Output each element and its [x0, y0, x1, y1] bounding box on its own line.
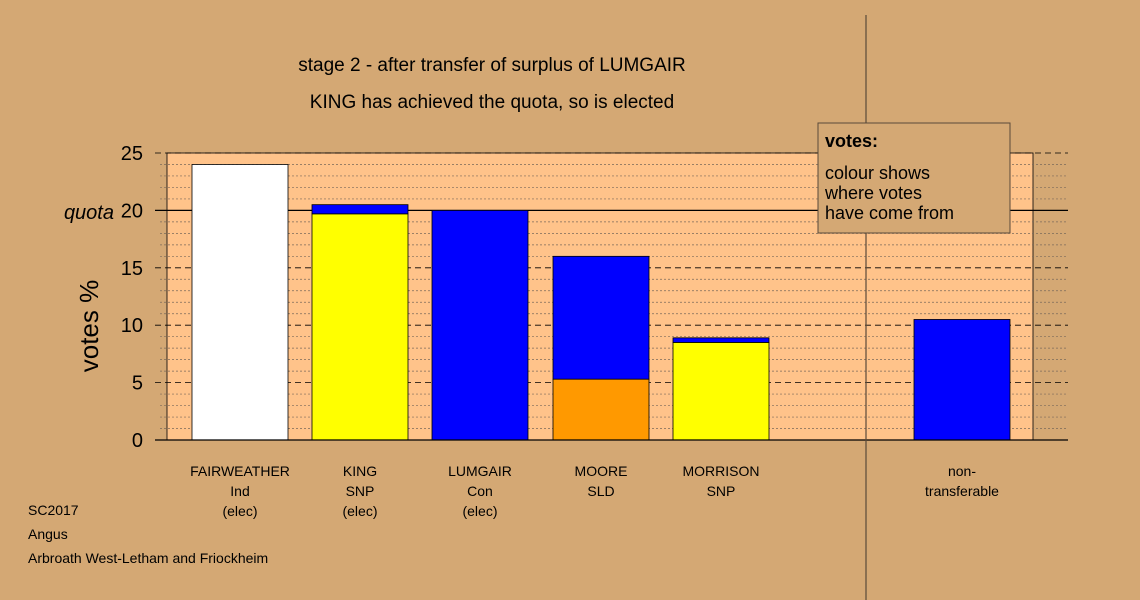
y-tick-label: 25 — [121, 143, 143, 165]
y-axis-label: votes % — [74, 280, 104, 373]
y-tick-label: 0 — [132, 430, 143, 452]
x-tick-label: KING — [343, 463, 377, 479]
footer-council: Angus — [28, 526, 68, 542]
chart-title: stage 2 - after transfer of surplus of L… — [298, 55, 686, 76]
x-axis-labels: FAIRWEATHER Ind (elec) KING SNP (elec) LUMGAIR… — [190, 463, 999, 519]
legend-box — [817, 122, 1011, 234]
footer-ward: Arbroath West-Letham and Friockheim — [28, 550, 269, 566]
x-tick-label: FAIRWEATHER — [190, 463, 290, 479]
x-tick-label: Con — [467, 483, 493, 499]
y-tick-label: 20 — [121, 200, 143, 222]
y-axis-ticks: 0 5 10 15 20 25 — [121, 143, 143, 452]
x-tick-label: MOORE — [575, 463, 628, 479]
x-tick-label: (elec) — [342, 503, 377, 519]
y-tick-label: 15 — [121, 258, 143, 280]
bar-segment — [431, 209, 529, 441]
x-tick-label: (elec) — [462, 503, 497, 519]
x-tick-label: SNP — [346, 483, 375, 499]
footer-year: SC2017 — [28, 502, 79, 518]
chart-subtitle: KING has achieved the quota, so is elect… — [310, 92, 674, 113]
bar-segment — [191, 164, 289, 441]
quota-label: quota — [64, 202, 114, 224]
x-tick-label: LUMGAIR — [448, 463, 512, 479]
bar-segment — [311, 204, 409, 215]
x-tick-label: (elec) — [222, 503, 257, 519]
y-tick-label: 10 — [121, 315, 143, 337]
legend: votes: colour shows where votes have com… — [817, 122, 1011, 234]
bar-segment — [672, 337, 770, 343]
x-tick-label: Ind — [230, 483, 249, 499]
bar-segment — [311, 213, 409, 441]
bar-segment — [552, 255, 650, 380]
legend-title: votes: — [825, 131, 878, 151]
x-tick-label: SLD — [587, 483, 614, 499]
x-tick-label: SNP — [707, 483, 736, 499]
bar-segment — [672, 342, 770, 441]
x-tick-label: MORRISON — [683, 463, 760, 479]
legend-line-1: colour shows — [825, 163, 930, 183]
legend-line-3: have come from — [825, 203, 954, 223]
bar-segment — [913, 319, 1011, 441]
bars — [191, 164, 1011, 441]
x-tick-label: transferable — [925, 483, 999, 499]
bar-segment — [552, 378, 650, 441]
legend-line-2: where votes — [824, 183, 922, 203]
x-tick-label: non- — [948, 463, 976, 479]
y-tick-label: 5 — [132, 373, 143, 395]
